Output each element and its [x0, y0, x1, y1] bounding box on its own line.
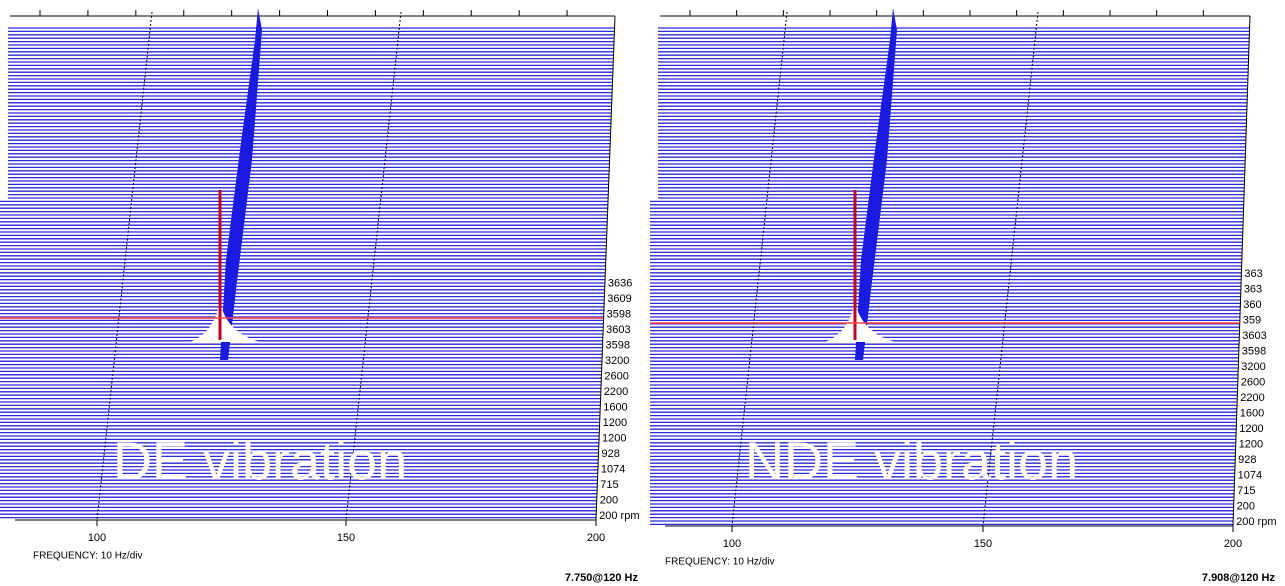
- freq-grid: [345, 11, 402, 521]
- freq-grid: [96, 11, 153, 521]
- rpm-label: 200 rpm: [599, 510, 639, 522]
- rpm-label: 2600: [1241, 376, 1265, 388]
- x-tick-label: 100: [88, 532, 106, 544]
- readout: 7.750@120 Hz: [565, 572, 639, 584]
- panel-label: DE vibration: [113, 431, 407, 491]
- rpm-label: 928: [1238, 454, 1256, 466]
- axis-caption: FREQUENCY: 10 Hz/div: [665, 557, 774, 568]
- x-tick-label: 150: [974, 538, 992, 550]
- x-tick-label: 150: [337, 532, 355, 544]
- rpm-label: 1074: [601, 463, 625, 475]
- rpm-label: 200 rpm: [1236, 516, 1276, 528]
- rpm-label: 2600: [604, 370, 628, 382]
- rpm-label: 3603: [606, 324, 630, 336]
- rpm-label: 715: [1237, 485, 1255, 497]
- rpm-label: 2200: [604, 386, 628, 398]
- rpm-label: 1200: [1239, 423, 1263, 435]
- right-edge: [1232, 15, 1251, 527]
- rpm-label: 2200: [1240, 392, 1264, 404]
- rpm-label: 359: [1243, 314, 1261, 326]
- rpm-label: 1200: [602, 432, 626, 444]
- peak-base: [190, 300, 260, 342]
- x-tick-label: 100: [723, 538, 741, 550]
- rpm-label: 200: [600, 494, 618, 506]
- rpm-label: 200: [1237, 500, 1255, 512]
- peak-base: [825, 300, 895, 342]
- rpm-label: 1200: [1239, 438, 1263, 450]
- rpm-label: 3598: [607, 308, 631, 320]
- rpm-label: 1200: [603, 417, 627, 429]
- peak-ridge: [220, 8, 262, 360]
- readout: 7.908@120 Hz: [1202, 572, 1276, 584]
- rpm-label: 1600: [1240, 407, 1264, 419]
- rpm-label: 3200: [605, 355, 629, 367]
- x-tick-label: 200: [587, 532, 605, 544]
- waterfall-panel: 100 150 200 363 363 360 359 3603 3598 3200 2600 220…: [650, 8, 1276, 584]
- rpm-label: 3603: [1242, 330, 1266, 342]
- rpm-label: 3636: [608, 277, 632, 289]
- rpm-label: 363: [1244, 268, 1262, 280]
- rpm-label: 3598: [606, 339, 630, 351]
- rpm-label: 3200: [1241, 361, 1265, 373]
- panel-label: NDE vibration: [745, 431, 1078, 491]
- rpm-label: 3598: [1242, 345, 1266, 357]
- rpm-label: 360: [1243, 299, 1261, 311]
- rpm-label: 3609: [607, 293, 631, 305]
- rpm-label: 1074: [1238, 469, 1262, 481]
- rpm-label: 363: [1244, 283, 1262, 295]
- rpm-label: 715: [600, 479, 618, 491]
- peak-ridge: [855, 8, 897, 360]
- x-tick-label: 200: [1224, 538, 1242, 550]
- waterfall-panel: 100 150 200 3636 3609 3598 3603 3598 3200 2600 220…: [0, 8, 640, 584]
- rpm-label: 1600: [603, 401, 627, 413]
- axis-caption: FREQUENCY: 10 Hz/div: [33, 551, 142, 562]
- right-edge: [595, 15, 616, 521]
- rpm-label: 928: [601, 448, 619, 460]
